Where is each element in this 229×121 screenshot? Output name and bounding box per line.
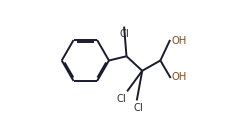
Text: Cl: Cl <box>119 29 128 39</box>
Text: Cl: Cl <box>133 103 142 113</box>
Text: OH: OH <box>171 72 186 82</box>
Text: OH: OH <box>171 36 186 46</box>
Text: Cl: Cl <box>116 94 125 104</box>
